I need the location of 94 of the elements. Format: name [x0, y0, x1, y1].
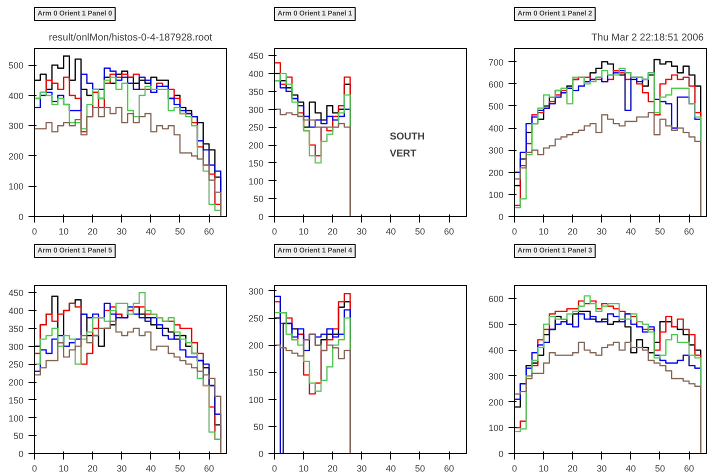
annotation: VERT	[390, 148, 416, 160]
x-tick-label: 10	[298, 226, 309, 236]
x-tick-label: 40	[626, 464, 636, 474]
y-tick-label: 300	[248, 104, 264, 115]
x-tick-label: 0	[32, 226, 38, 236]
y-tick-label: 400	[8, 306, 24, 316]
y-tick-label: 350	[8, 324, 24, 334]
y-tick-label: 500	[488, 101, 504, 112]
y-tick-label: 700	[488, 57, 504, 68]
x-tick-label: 60	[204, 226, 214, 236]
x-tick-label: 20	[88, 464, 98, 474]
x-tick-label: 0	[32, 464, 38, 474]
y-tick-label: 0	[498, 212, 504, 222]
y-tick-label: 100	[8, 182, 24, 192]
x-tick-label: 30	[116, 464, 127, 474]
y-tick-label: 50	[253, 194, 264, 204]
x-tick-label: 10	[538, 226, 549, 236]
x-tick-label: 30	[116, 226, 127, 236]
x-tick-label: 20	[328, 464, 338, 474]
y-tick-label: 0	[498, 449, 504, 459]
y-tick-label: 100	[248, 176, 264, 186]
x-tick-label: 10	[298, 464, 309, 474]
x-tick-label: 30	[356, 464, 367, 474]
y-tick-label: 100	[488, 423, 504, 434]
x-tick-label: 60	[444, 464, 454, 474]
x-tick-label: 40	[386, 464, 396, 474]
x-tick-label: 20	[88, 226, 98, 236]
y-tick-label: 200	[488, 168, 504, 178]
y-tick-label: 50	[13, 431, 24, 442]
y-tick-label: 0	[18, 449, 24, 459]
x-tick-label: 20	[568, 464, 578, 474]
y-tick-label: 400	[488, 346, 504, 356]
x-tick-label: 0	[512, 226, 518, 236]
y-tick-label: 300	[8, 121, 24, 132]
y-tick-label: 100	[488, 190, 504, 200]
y-tick-label: 200	[488, 397, 504, 408]
x-tick-label: 60	[684, 226, 694, 236]
y-tick-label: 50	[253, 422, 264, 432]
y-tick-label: 300	[8, 342, 24, 352]
y-tick-label: 250	[248, 314, 264, 324]
y-tick-label: 300	[488, 146, 504, 156]
x-tick-label: 20	[328, 226, 338, 236]
y-tick-label: 500	[8, 60, 24, 71]
x-tick-label: 60	[444, 226, 454, 236]
x-tick-label: 40	[146, 226, 156, 236]
y-tick-label: 150	[8, 395, 24, 406]
y-tick-label: 200	[248, 140, 264, 151]
x-tick-label: 0	[272, 226, 278, 236]
y-tick-label: 500	[488, 320, 504, 330]
x-tick-label: 10	[538, 464, 549, 474]
y-tick-label: 400	[248, 69, 264, 80]
x-tick-label: 40	[386, 226, 396, 236]
y-tick-label: 300	[248, 286, 264, 296]
y-tick-label: 250	[248, 122, 264, 133]
x-tick-label: 0	[512, 464, 518, 474]
y-tick-label: 600	[488, 294, 504, 304]
y-tick-label: 0	[18, 212, 24, 222]
y-tick-label: 350	[248, 86, 264, 97]
annotation: SOUTH	[390, 132, 425, 143]
x-tick-label: 20	[568, 226, 578, 236]
y-tick-label: 0	[258, 449, 264, 459]
y-tick-label: 400	[488, 124, 504, 134]
x-tick-label: 30	[596, 464, 607, 474]
y-tick-label: 200	[8, 151, 24, 162]
x-tick-label: 50	[654, 464, 665, 474]
y-tick-label: 100	[8, 413, 24, 424]
x-tick-label: 40	[146, 464, 156, 474]
y-tick-label: 600	[488, 79, 504, 90]
y-tick-label: 150	[248, 158, 264, 168]
y-tick-label: 0	[258, 212, 264, 222]
x-tick-label: 50	[654, 226, 665, 236]
x-tick-label: 40	[626, 226, 636, 236]
y-tick-label: 450	[248, 51, 264, 62]
y-tick-label: 450	[8, 288, 24, 298]
x-tick-label: 30	[356, 226, 367, 236]
x-tick-label: 60	[204, 464, 214, 474]
y-tick-label: 100	[248, 394, 264, 405]
chart-subtitle: result/onlMon/histos-0-4-187928.root	[48, 32, 212, 44]
x-tick-label: 0	[272, 464, 278, 474]
y-tick-label: 250	[8, 360, 24, 370]
x-tick-label: 50	[414, 464, 425, 474]
x-tick-label: 50	[174, 226, 185, 236]
y-tick-label: 150	[248, 368, 264, 378]
x-tick-label: 50	[174, 464, 185, 474]
x-tick-label: 10	[58, 464, 69, 474]
y-tick-label: 200	[248, 340, 264, 351]
y-tick-label: 200	[8, 378, 24, 388]
x-tick-label: 50	[414, 226, 425, 236]
y-tick-label: 300	[488, 371, 504, 382]
y-tick-label: 400	[8, 90, 24, 101]
chart-subtitle: Thu Mar 2 22:18:51 2006	[591, 32, 704, 44]
x-tick-label: 60	[684, 464, 694, 474]
x-tick-label: 10	[58, 226, 69, 236]
x-tick-label: 30	[596, 226, 607, 236]
